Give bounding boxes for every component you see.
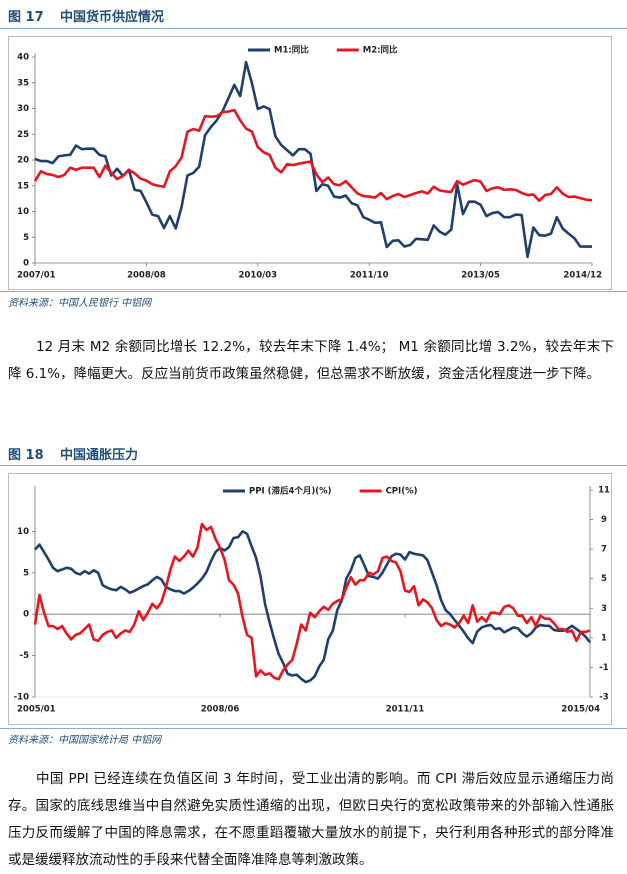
y-tick-label: -5 bbox=[20, 651, 30, 661]
x-tick-label: 2013/05 bbox=[461, 271, 500, 281]
series-line bbox=[33, 522, 591, 681]
figure-label: 图 17 bbox=[8, 10, 44, 25]
series-line bbox=[34, 530, 592, 684]
x-tick-label: 2008/06 bbox=[201, 705, 240, 715]
y2-tick-label: 1 bbox=[601, 633, 607, 643]
x-tick-label: 2010/03 bbox=[239, 271, 278, 281]
y-tick-label: 35 bbox=[17, 78, 29, 88]
y2-tick-label: 11 bbox=[598, 486, 610, 496]
paragraph: 12 月末 M2 余额同比增长 12.2%，较去年末下降 1.4%； M1 余额… bbox=[8, 339, 614, 382]
paragraph: 中国 PPI 已经连续在负值区间 3 年时间，受工业出清的影响。而 CPI 滞后… bbox=[8, 771, 614, 868]
source: 资料来源：中国人民银行 中铝网 bbox=[8, 298, 152, 309]
y2-tick-label: 5 bbox=[601, 574, 607, 584]
y-tick-label: 0 bbox=[23, 259, 29, 269]
legend-label: CPI(%) bbox=[386, 487, 418, 497]
chart-frame bbox=[8, 36, 612, 290]
chart: -10 -5 0 5 10 -3 -1 1 3 5 7 9 11 2005/01 2008/06 2011/1… bbox=[8, 473, 612, 725]
rule bbox=[0, 728, 627, 729]
y-tick-label: 10 bbox=[17, 527, 29, 537]
rule bbox=[0, 465, 627, 466]
rule bbox=[0, 28, 627, 29]
figure-title: 中国货币供应情况 bbox=[60, 10, 165, 25]
figure-header: 图 18 中国通胀压力 bbox=[8, 444, 138, 463]
y-tick-label: 5 bbox=[23, 568, 29, 578]
y2-tick-label: 7 bbox=[601, 545, 607, 555]
figure-title: 中国通胀压力 bbox=[60, 448, 139, 463]
y2-tick-label: -1 bbox=[599, 663, 609, 673]
x-tick-label: 2011/11 bbox=[386, 705, 425, 715]
x-tick-label: 2014/12 bbox=[563, 271, 602, 281]
y-tick-label: 30 bbox=[17, 104, 29, 114]
y-tick-label: 15 bbox=[17, 181, 29, 191]
series-line bbox=[34, 60, 592, 259]
legend-label: PPI (滞后4个月)(%) bbox=[249, 486, 332, 497]
figure-label: 图 18 bbox=[8, 448, 44, 463]
x-tick-label: 2015/04 bbox=[561, 705, 600, 715]
rule bbox=[0, 291, 627, 292]
y2-tick-label: 3 bbox=[601, 604, 607, 614]
source: 资料来源：中国国家统计局 中铝网 bbox=[8, 735, 162, 746]
y-tick-label: 20 bbox=[17, 156, 29, 166]
x-tick-label: 2008/08 bbox=[127, 271, 166, 281]
y-tick-label: 5 bbox=[23, 233, 29, 243]
x-tick-label: 2007/01 bbox=[17, 271, 56, 281]
y2-tick-label: 9 bbox=[601, 515, 607, 525]
y-tick-label: 0 bbox=[23, 610, 29, 620]
legend-label: M2:同比 bbox=[363, 45, 398, 56]
y2-tick-label: -3 bbox=[599, 693, 609, 703]
x-tick-label: 2005/01 bbox=[17, 705, 56, 715]
y-tick-label: 25 bbox=[17, 130, 29, 140]
chart-frame bbox=[8, 473, 612, 725]
y-tick-label: 10 bbox=[17, 207, 29, 217]
chart: 0 5 10 15 20 25 30 35 40 2007/01 2008/08 2010/03 201… bbox=[8, 36, 612, 290]
x-tick-label: 2011/10 bbox=[350, 271, 389, 281]
series-line bbox=[33, 108, 593, 202]
figure-header: 图 17 中国货币供应情况 bbox=[8, 6, 164, 25]
y-tick-label: 40 bbox=[17, 53, 29, 63]
legend-label: M1:同比 bbox=[274, 45, 309, 56]
y-tick-label: -10 bbox=[14, 693, 29, 703]
